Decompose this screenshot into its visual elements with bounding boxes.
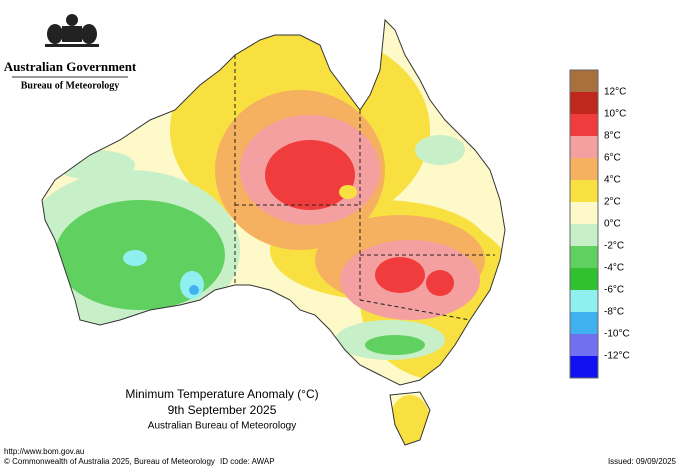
- legend-label: -12°C: [604, 351, 630, 362]
- legend-label: -10°C: [604, 329, 630, 340]
- legend-label: -4°C: [604, 263, 624, 274]
- coastline: [41, 18, 506, 446]
- legend-label: 8°C: [604, 131, 621, 142]
- legend-swatch: [570, 290, 598, 312]
- government: Australian Government: [4, 59, 137, 74]
- legend-label: 12°C: [604, 87, 626, 98]
- legend-label: 10°C: [604, 109, 626, 120]
- legend-swatch: [570, 158, 598, 180]
- legend-swatch: [570, 268, 598, 290]
- legend-swatch: [570, 114, 598, 136]
- map-source: Australian Bureau of Meteorology: [148, 421, 296, 432]
- legend-swatch: [570, 70, 598, 92]
- copyright: © Commonwealth of Australia 2025, Bureau…: [4, 457, 215, 466]
- legend-swatch: [570, 92, 598, 114]
- legend-swatch: [570, 334, 598, 356]
- legend-label: 6°C: [604, 153, 621, 164]
- legend-swatch: [570, 224, 598, 246]
- legend-label: 4°C: [604, 175, 621, 186]
- legend-label: 0°C: [604, 219, 621, 230]
- header: Australian Government Bureau of Meteorol…: [4, 14, 137, 91]
- legend-swatch: [570, 202, 598, 224]
- legend-label: -6°C: [604, 285, 624, 296]
- legend-label: -2°C: [604, 241, 624, 252]
- legend-swatch: [570, 312, 598, 334]
- coat-of-arms: [45, 14, 99, 47]
- legend-frame: [569, 69, 599, 379]
- map-title: Minimum Temperature Anomaly (°C): [125, 387, 318, 401]
- legend-label: 2°C: [604, 197, 621, 208]
- agency: Bureau of Meteorology: [21, 80, 120, 91]
- legend-swatch: [570, 246, 598, 268]
- map-date: 9th September 2025: [168, 403, 277, 417]
- legend-swatch: [570, 356, 598, 378]
- id-code: ID code: AWAP: [220, 457, 275, 466]
- issued: Issued: 09/09/2025: [608, 457, 677, 466]
- legend-swatch: [570, 180, 598, 202]
- url: http://www.bom.gov.au: [4, 447, 84, 456]
- legend: 12°C 10°C 8°C 6°C 4°C 2°C 0°C -2°C -4°C -6°C -8°C -…: [569, 69, 630, 379]
- legend-swatch: [570, 136, 598, 158]
- legend-label: -8°C: [604, 307, 624, 318]
- state-borders: [234, 55, 495, 321]
- anomaly-map: [42, 20, 505, 445]
